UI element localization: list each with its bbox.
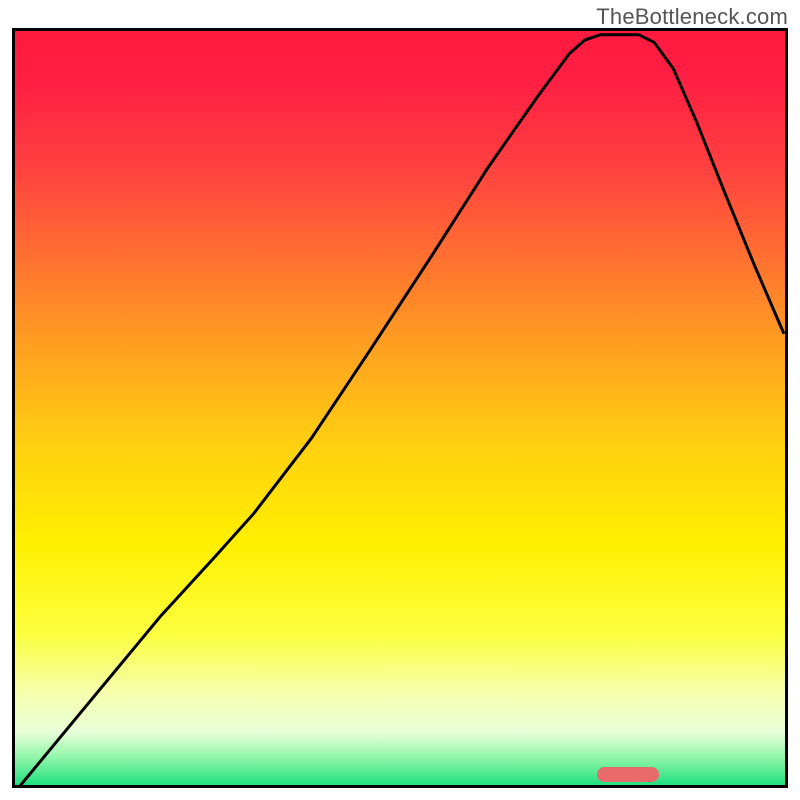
- optimal-range-marker: [597, 767, 659, 782]
- bottleneck-chart: [12, 28, 788, 788]
- watermark-text: TheBottleneck.com: [596, 4, 788, 30]
- bottleneck-curve: [15, 31, 785, 785]
